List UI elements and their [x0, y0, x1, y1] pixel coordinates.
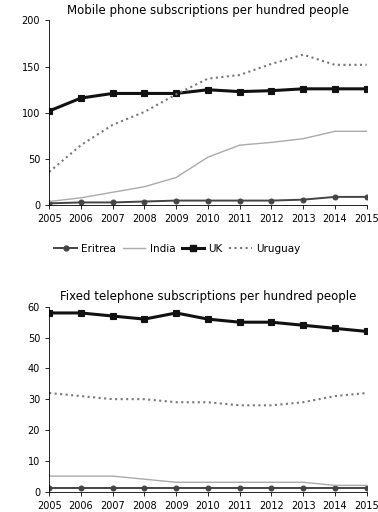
Title: Fixed telephone subscriptions per hundred people: Fixed telephone subscriptions per hundre…: [60, 290, 356, 303]
Legend: Eritrea, India, UK, Uruguay: Eritrea, India, UK, Uruguay: [54, 244, 301, 253]
Title: Mobile phone subscriptions per hundred people: Mobile phone subscriptions per hundred p…: [67, 4, 349, 16]
